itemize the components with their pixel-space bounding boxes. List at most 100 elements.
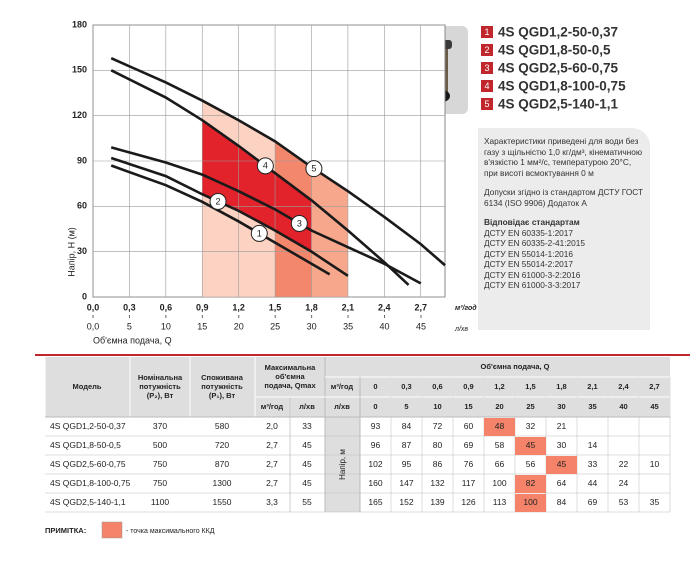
curve-marker [305, 160, 323, 178]
table-header: Максимальна об'ємна подача, Qmax [264, 363, 316, 390]
y-axis-label: Напір, H (м) [66, 227, 76, 277]
legend-label: 4S QGD1,2-50-0,37 [498, 25, 618, 40]
cell: 84 [402, 421, 412, 431]
cell: 152 [399, 497, 413, 507]
x-tick-label: 2,4 [378, 302, 391, 312]
cell: 76 [464, 459, 474, 469]
cell: 30 [557, 440, 567, 450]
standard: ДСТУ EN 61000-3-3:2017 [484, 280, 581, 290]
legend-label: 4S QGD2,5-140-1,1 [498, 97, 619, 112]
curve-number: 3 [297, 218, 302, 228]
legend-swatch [481, 80, 493, 92]
table-header: 5 [404, 402, 408, 411]
table-header: 20 [495, 402, 503, 411]
cell: 2,7 [266, 459, 278, 469]
cell: 870 [215, 459, 229, 469]
cell: 69 [464, 440, 474, 450]
curve-number: 5 [311, 164, 316, 174]
cell: 45 [302, 478, 312, 488]
cell: 22 [619, 459, 629, 469]
cell: 21 [557, 421, 567, 431]
x2-tick-label: 0,0 [87, 321, 100, 331]
x2-tick-label: 15 [197, 321, 207, 331]
cell: 139 [430, 497, 444, 507]
cell: 165 [368, 497, 382, 507]
cell: 102 [368, 459, 382, 469]
cell: 1550 [213, 497, 232, 507]
cell: 1300 [213, 478, 232, 488]
x-tick-label: 1,2 [232, 302, 245, 312]
y-tick-label: 90 [77, 155, 87, 165]
table-header: Номінальна потужність (P₂), Вт [138, 373, 183, 400]
table-header: Модель [72, 382, 101, 391]
x-axis-label: Об'ємна подача, Q [93, 335, 172, 345]
cell: 160 [368, 478, 382, 488]
table-header: Об'ємна подача, Q [480, 362, 549, 371]
x-tick-label: 0,9 [196, 302, 209, 312]
cell: 126 [461, 497, 475, 507]
x-tick-label: 1,8 [305, 302, 318, 312]
standards-list: ДСТУ EN 60335-1:2017 ДСТУ EN 60335-2-41:2… [484, 228, 644, 291]
x2-tick-label: 10 [161, 321, 171, 331]
y-tick-label: 60 [77, 201, 87, 211]
cell: 4S QGD1,2-50-0,37 [50, 421, 126, 431]
table-header: 0,9 [463, 382, 473, 391]
x2-tick-label: 35 [343, 321, 353, 331]
table-header: 10 [433, 402, 441, 411]
table-header: 0 [373, 402, 377, 411]
table-header: 45 [650, 402, 658, 411]
cell: 32 [526, 421, 536, 431]
note-text: - точка максимального ККД [126, 528, 215, 535]
cell: 72 [433, 421, 443, 431]
cell: 60 [464, 421, 474, 431]
note-text: Допуски згідно із стандартом ДСТУ ГОСТ 6… [484, 187, 644, 208]
y-tick-label: 180 [72, 19, 87, 29]
x-tick-label: 2,7 [414, 302, 427, 312]
table-header: Напір, м [338, 449, 347, 480]
legend-swatch [481, 62, 493, 74]
cell: 10 [650, 459, 660, 469]
cell: 45 [302, 440, 312, 450]
cell: 14 [588, 440, 598, 450]
standards-title: Відповідає стандартам [484, 217, 580, 227]
cell: 24 [619, 478, 629, 488]
cell: 720 [215, 440, 229, 450]
pump-curve [110, 69, 410, 286]
x2-tick-label: 30 [307, 321, 317, 331]
curve-number: 1 [257, 228, 262, 238]
cell: 2,7 [266, 440, 278, 450]
x-tick-label: 0,0 [87, 302, 100, 312]
standard: ДСТУ EN 55014-2:2017 [484, 259, 574, 269]
cell: 750 [153, 459, 167, 469]
pump-curve [110, 156, 349, 277]
y-tick-label: 0 [82, 291, 87, 301]
cell: 48 [495, 421, 505, 431]
x-tick-label: 0,6 [160, 302, 173, 312]
cell: 100 [492, 478, 506, 488]
cell: 86 [433, 459, 443, 469]
cell: 100 [523, 497, 537, 507]
cell: 96 [371, 440, 381, 450]
plot [92, 24, 446, 298]
cell: 93 [371, 421, 381, 431]
cell: 45 [526, 440, 536, 450]
table-header: 1,5 [525, 382, 535, 391]
cell: 132 [430, 478, 444, 488]
cell: 33 [588, 459, 598, 469]
table-header: 25 [526, 402, 534, 411]
cell: 750 [153, 478, 167, 488]
legend-swatch [481, 44, 493, 56]
max-efficiency-cell [546, 456, 577, 474]
cell: 44 [588, 478, 598, 488]
legend-number: 2 [484, 45, 489, 55]
note-title: ПРИМІТКА: [45, 526, 86, 535]
standard: ДСТУ EN 60335-1:2017 [484, 227, 574, 238]
table-header: 1,2 [494, 382, 504, 391]
cell: 33 [302, 421, 312, 431]
legend-number: 4 [484, 81, 489, 91]
cell: 58 [495, 440, 505, 450]
table-header: 0,6 [432, 382, 442, 391]
max-efficiency-cell [484, 418, 515, 436]
x-unit: м³/год [455, 304, 477, 312]
